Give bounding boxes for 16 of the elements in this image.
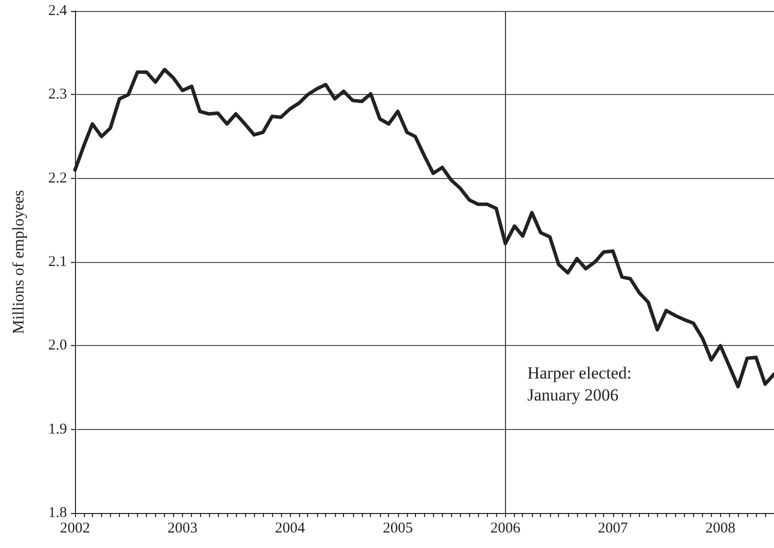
y-tick-label: 1.8 xyxy=(48,505,67,521)
x-tick-label: 2002 xyxy=(60,520,90,536)
y-tick-label: 2.1 xyxy=(48,254,67,270)
x-tick-label: 2006 xyxy=(490,520,521,536)
x-tick-label: 2005 xyxy=(382,520,413,536)
y-axis-title: Millions of employees xyxy=(10,190,28,334)
x-tick-label: 2003 xyxy=(168,520,198,536)
x-tick-label: 2007 xyxy=(598,520,628,536)
x-tick-label: 2008 xyxy=(705,520,736,536)
x-tick-label: 2004 xyxy=(275,520,306,536)
y-tick-label: 2.2 xyxy=(48,170,67,186)
y-tick-label: 2.0 xyxy=(48,338,67,354)
y-tick-label: 2.3 xyxy=(48,86,67,103)
y-tick-label: 2.4 xyxy=(48,3,68,19)
annotation: Harper elected: January 2006 xyxy=(527,364,632,404)
y-tick-label: 1.9 xyxy=(48,421,67,438)
